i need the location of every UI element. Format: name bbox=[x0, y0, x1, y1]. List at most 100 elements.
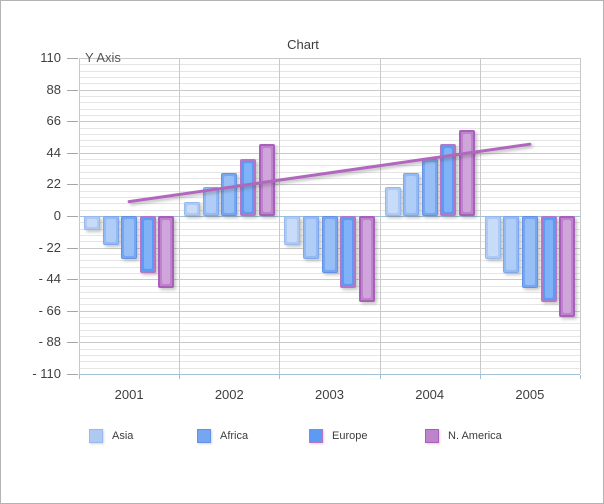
legend-item-europe[interactable]: Europe bbox=[309, 429, 367, 443]
bar-africa-2004[interactable] bbox=[421, 158, 438, 216]
bar-n-america-2001[interactable] bbox=[158, 216, 175, 288]
bar-asia-2005[interactable] bbox=[484, 216, 501, 260]
bar-gloss bbox=[444, 148, 453, 212]
bar-n-america-2005[interactable] bbox=[559, 216, 576, 317]
gridline-minor bbox=[79, 76, 580, 78]
bar-gloss bbox=[524, 219, 535, 285]
y-tick-label: - 88 bbox=[38, 334, 61, 350]
bar-africa-2005[interactable] bbox=[521, 216, 538, 288]
gridline-minor bbox=[79, 329, 580, 331]
gridline-minor bbox=[79, 336, 580, 338]
bar-asia-2004[interactable] bbox=[384, 187, 401, 216]
bar-asia-2001[interactable] bbox=[83, 216, 100, 231]
gridline-major bbox=[79, 121, 580, 123]
y-tick-label: 22 bbox=[46, 176, 61, 192]
x-axis-tick bbox=[380, 375, 381, 379]
bar-n-america-2003[interactable] bbox=[358, 216, 375, 303]
y-tick-mark bbox=[67, 374, 78, 375]
bar-africa-2001[interactable] bbox=[121, 216, 138, 260]
chart-title: Chart bbox=[287, 37, 319, 52]
trend-line-path[interactable] bbox=[127, 142, 532, 204]
gridline-minor bbox=[79, 367, 580, 369]
gridline-minor bbox=[79, 348, 580, 350]
bar-series2-2003[interactable] bbox=[302, 216, 319, 260]
gridline-minor bbox=[79, 291, 580, 293]
bar-gloss bbox=[563, 220, 572, 313]
bar-gloss bbox=[362, 220, 371, 299]
bar-gloss bbox=[344, 220, 353, 284]
gridline-major bbox=[79, 279, 580, 281]
bar-gloss bbox=[205, 190, 216, 213]
bar-gloss bbox=[224, 175, 235, 213]
bar-gloss bbox=[143, 220, 152, 270]
bar-europe-2004[interactable] bbox=[440, 144, 457, 216]
gridline-minor bbox=[79, 355, 580, 357]
bar-gloss bbox=[487, 219, 498, 257]
bar-gloss bbox=[406, 175, 417, 213]
legend-item-asia[interactable]: Asia bbox=[89, 429, 133, 443]
gridline-minor bbox=[79, 70, 580, 72]
y-tick-label: - 44 bbox=[38, 271, 61, 287]
gridline-minor bbox=[79, 114, 580, 116]
x-axis-tick bbox=[580, 375, 581, 379]
gridline-minor bbox=[79, 272, 580, 274]
bar-series2-2001[interactable] bbox=[102, 216, 119, 245]
gridline-minor bbox=[79, 298, 580, 300]
y-tick-mark bbox=[67, 342, 78, 344]
x-axis-line bbox=[79, 374, 580, 375]
legend-swatch bbox=[309, 429, 323, 443]
bar-gloss bbox=[262, 148, 271, 212]
bar-africa-2003[interactable] bbox=[321, 216, 338, 274]
gridline-minor bbox=[79, 178, 580, 180]
bar-europe-2002[interactable] bbox=[239, 158, 256, 216]
legend-label: Europe bbox=[332, 430, 368, 442]
gridline-minor bbox=[79, 165, 580, 167]
legend-label: Asia bbox=[112, 430, 134, 442]
legend-item-n-america[interactable]: N. America bbox=[425, 429, 502, 443]
gridline-minor bbox=[79, 203, 580, 205]
bar-europe-2003[interactable] bbox=[340, 216, 357, 288]
legend-item-africa[interactable]: Africa bbox=[197, 429, 248, 443]
gridline-minor bbox=[79, 317, 580, 319]
bar-asia-2002[interactable] bbox=[184, 201, 201, 216]
gridline-minor bbox=[79, 108, 580, 110]
y-tick-mark bbox=[67, 247, 78, 249]
gridline-minor bbox=[79, 83, 580, 85]
gridline-vertical bbox=[580, 58, 581, 374]
gridline-minor bbox=[79, 102, 580, 104]
x-tick-label-2004: 2004 bbox=[415, 387, 445, 402]
bar-series2-2005[interactable] bbox=[503, 216, 520, 274]
bar-gloss bbox=[86, 219, 97, 228]
x-tick-label-2001: 2001 bbox=[114, 387, 144, 402]
plot-area bbox=[79, 58, 581, 379]
gridline-minor bbox=[79, 190, 580, 192]
y-tick-mark bbox=[67, 279, 78, 281]
legend: Asia Africa Europe N. America bbox=[1, 429, 604, 447]
bar-gloss bbox=[506, 219, 517, 271]
bar-africa-2002[interactable] bbox=[221, 172, 238, 216]
gridline-minor bbox=[79, 285, 580, 287]
bar-gloss bbox=[124, 219, 135, 257]
bar-europe-2005[interactable] bbox=[540, 216, 557, 303]
legend-swatch bbox=[197, 429, 211, 443]
gridline-minor bbox=[79, 146, 580, 148]
gridline-minor bbox=[79, 197, 580, 199]
y-tick-mark bbox=[67, 184, 78, 186]
bar-series2-2004[interactable] bbox=[403, 172, 420, 216]
gridline-minor bbox=[79, 133, 580, 135]
trend-line[interactable] bbox=[79, 58, 580, 374]
gridline-major bbox=[79, 342, 580, 344]
bar-gloss bbox=[162, 220, 171, 284]
y-tick-label: 44 bbox=[46, 144, 61, 160]
gridline-major bbox=[79, 89, 580, 91]
bar-series2-2002[interactable] bbox=[202, 187, 219, 216]
y-tick-label: - 22 bbox=[38, 239, 61, 255]
bar-asia-2003[interactable] bbox=[284, 216, 301, 245]
gridline-major bbox=[79, 310, 580, 312]
bar-europe-2001[interactable] bbox=[139, 216, 156, 274]
gridline-minor bbox=[79, 323, 580, 325]
legend-label: N. America bbox=[448, 430, 502, 442]
legend-label: Africa bbox=[220, 430, 249, 442]
legend-swatch bbox=[425, 429, 439, 443]
